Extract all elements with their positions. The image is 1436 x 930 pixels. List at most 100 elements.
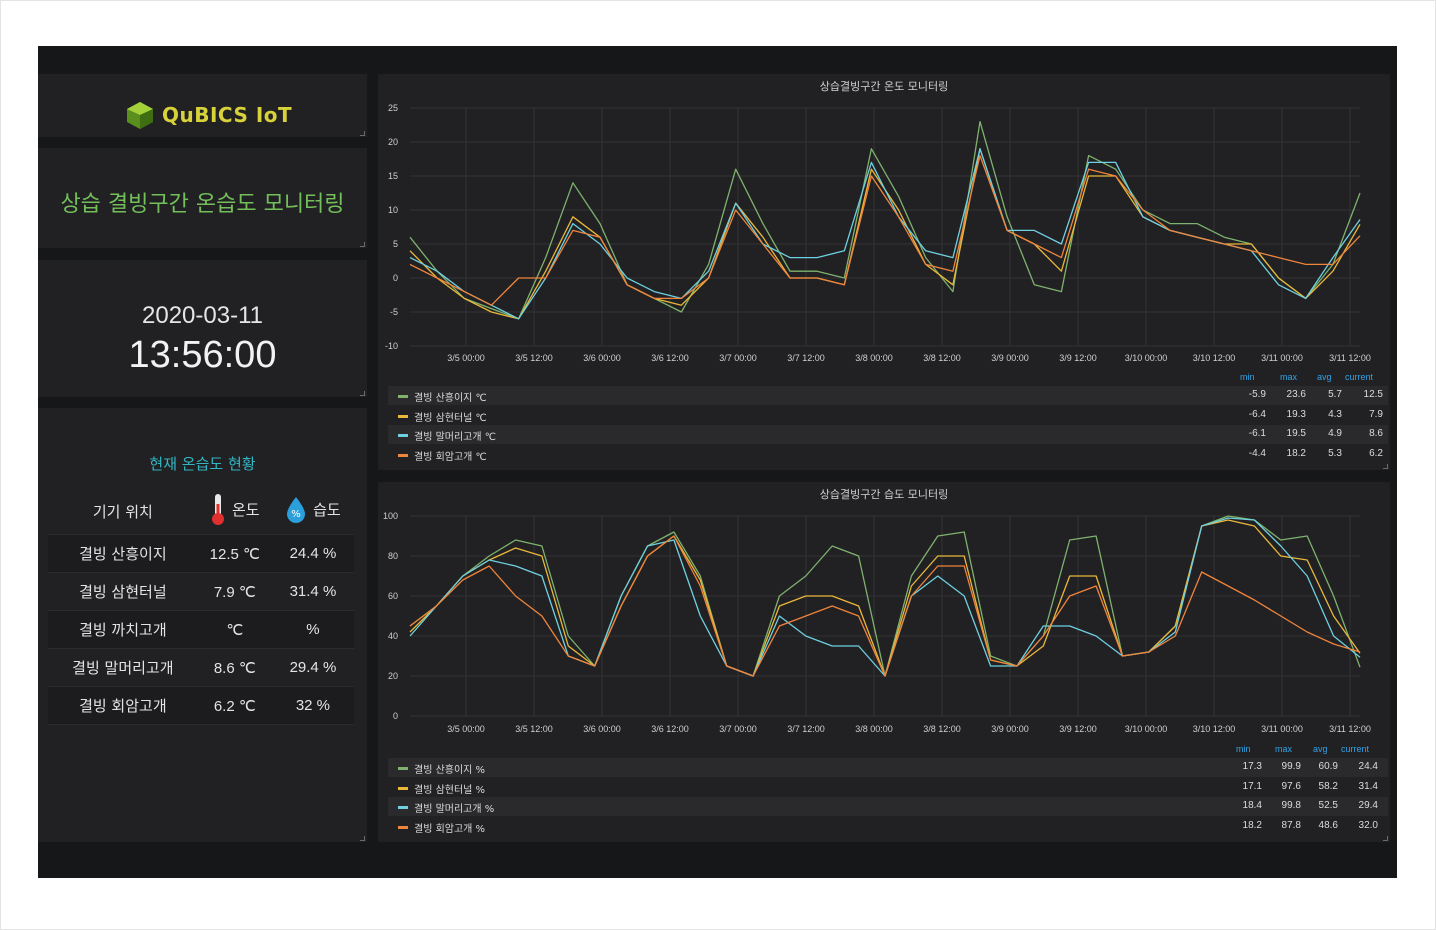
- brand-logo[interactable]: QuBICS IoT: [124, 100, 292, 130]
- legend-label[interactable]: 결빙 삼현터널 %: [414, 784, 486, 796]
- x-tick-label: 3/7 12:00: [787, 353, 825, 363]
- status-row: 결빙 회암고개 6.2 ℃ 32 %: [48, 686, 354, 725]
- y-tick-label: 0: [393, 273, 398, 283]
- legend-label[interactable]: 결빙 말머리고개 ℃: [414, 432, 496, 443]
- legend-row[interactable]: 결빙 말머리고개 % 18.4 99.8 52.5 29.4: [388, 797, 1388, 816]
- resize-handle[interactable]: [360, 242, 365, 247]
- x-tick-label: 3/7 00:00: [719, 724, 757, 734]
- y-tick-label: 0: [393, 711, 398, 721]
- header-humidity-label: 습도: [313, 500, 341, 519]
- legend-swatch[interactable]: [398, 453, 408, 457]
- x-tick-label: 3/9 12:00: [1059, 353, 1097, 363]
- cube-logo-icon: [127, 102, 153, 129]
- header-location: 기기 위치: [48, 488, 198, 535]
- legend-avg-header[interactable]: avg: [1317, 372, 1332, 382]
- y-tick-label: 20: [388, 671, 398, 681]
- brand-name: QuBICS IoT: [162, 103, 293, 127]
- x-tick-label: 3/11 00:00: [1261, 353, 1303, 363]
- legend-label[interactable]: 결빙 회암고개 ℃: [414, 451, 487, 463]
- x-tick-label: 3/9 12:00: [1059, 724, 1097, 734]
- legend-label[interactable]: 결빙 산흥이지 ℃: [414, 393, 487, 404]
- legend-min-value: 18.4: [1242, 800, 1262, 811]
- x-tick-label: 3/10 12:00: [1193, 353, 1236, 363]
- legend-max-value: 19.3: [1286, 408, 1306, 420]
- legend-swatch[interactable]: [398, 806, 408, 809]
- y-tick-label: 5: [393, 239, 398, 249]
- legend-row[interactable]: 결빙 삼현터널 % 17.1 97.6 58.2 31.4: [388, 778, 1388, 797]
- legend-current-value: 29.4: [1358, 800, 1378, 811]
- header-temp: 온도: [197, 488, 272, 535]
- x-tick-label: 3/7 12:00: [787, 724, 825, 734]
- status-humidity: %: [271, 610, 354, 649]
- legend-label[interactable]: 결빙 삼현터널 ℃: [414, 412, 487, 424]
- legend-swatch[interactable]: [398, 786, 408, 790]
- legend-current-value: 12.5: [1363, 389, 1383, 400]
- legend-min-value: -6.1: [1248, 428, 1266, 439]
- series-line: [409, 519, 1361, 677]
- y-tick-label: 25: [388, 103, 398, 113]
- legend-row[interactable]: 결빙 말머리고개 ℃ -6.1 19.5 4.9 8.6: [388, 425, 1388, 444]
- legend-max-header[interactable]: max: [1275, 744, 1293, 754]
- title-panel: 상습 결빙구간 온습도 모니터링: [38, 148, 367, 248]
- legend-row[interactable]: 결빙 회암고개 % 18.2 87.8 48.6 32.0: [388, 817, 1388, 836]
- legend-avg-value: 60.9: [1318, 761, 1338, 772]
- x-tick-label: 3/10 00:00: [1125, 724, 1168, 734]
- x-tick-label: 3/11 12:00: [1329, 724, 1371, 734]
- y-tick-label: 10: [388, 205, 398, 215]
- status-row: 결빙 말머리고개 8.6 ℃ 29.4 %: [48, 648, 354, 687]
- header-temp-label: 온도: [231, 500, 260, 519]
- resize-handle[interactable]: [1383, 464, 1388, 469]
- legend-row[interactable]: 결빙 산흥이지 ℃ -5.9 23.6 5.7 12.5: [388, 386, 1388, 405]
- water-drop-icon: %: [287, 497, 306, 523]
- status-location: 결빙 산흥이지: [48, 534, 198, 573]
- legend-label[interactable]: 결빙 말머리고개 %: [414, 804, 495, 815]
- y-tick-label: 15: [388, 171, 398, 181]
- humidity-chart-title[interactable]: 상습결빙구간 습도 모니터링: [819, 488, 949, 501]
- status-row: 결빙 삼현터널 7.9 ℃ 31.4 %: [48, 572, 354, 611]
- legend-avg-value: 48.6: [1318, 819, 1338, 831]
- legend-current-value: 8.6: [1369, 428, 1383, 439]
- temperature-chart[interactable]: 25 20 15 10 5 0 -5 -10 3/5 00:00 3/5 12:00 3/6 00:…: [378, 74, 1390, 374]
- thermometer-icon: [211, 494, 224, 525]
- legend-current-header[interactable]: current: [1341, 744, 1370, 754]
- y-tick-label: -10: [385, 341, 398, 351]
- resize-handle[interactable]: [360, 836, 365, 841]
- legend-label[interactable]: 결빙 회암고개 %: [414, 823, 486, 835]
- status-row: 결빙 산흥이지 12.5 ℃ 24.4 %: [48, 534, 354, 573]
- y-tick-label: -5: [390, 307, 398, 317]
- legend-row[interactable]: 결빙 회암고개 ℃ -4.4 18.2 5.3 6.2: [388, 445, 1388, 464]
- legend-swatch[interactable]: [398, 414, 408, 418]
- svg-text:%: %: [291, 509, 301, 520]
- humidity-chart[interactable]: 100 80 60 40 20 0 3/5 00:00 3/5 12:00 3/6 00:00 3…: [378, 482, 1390, 746]
- clock-date: 2020-03-11: [142, 302, 263, 329]
- legend-swatch[interactable]: [398, 767, 408, 770]
- legend-row[interactable]: 결빙 산흥이지 % 17.3 99.9 60.9 24.4: [388, 758, 1388, 777]
- legend-avg-header[interactable]: avg: [1313, 744, 1328, 754]
- x-tick-label: 3/6 00:00: [583, 353, 621, 363]
- legend-current-header[interactable]: current: [1345, 372, 1374, 382]
- legend-max-header[interactable]: max: [1280, 372, 1298, 382]
- legend-row[interactable]: 결빙 삼현터널 ℃ -6.4 19.3 4.3 7.9: [388, 406, 1388, 425]
- resize-handle[interactable]: [360, 391, 365, 396]
- legend-min-header[interactable]: min: [1240, 372, 1255, 382]
- x-tick-label: 3/5 12:00: [515, 724, 553, 734]
- x-tick-label: 3/11 12:00: [1329, 353, 1371, 363]
- legend-current-value: 24.4: [1358, 761, 1378, 772]
- legend-avg-value: 5.3: [1328, 447, 1342, 459]
- status-humidity: 29.4 %: [271, 648, 354, 687]
- legend-avg-value: 52.5: [1318, 800, 1338, 811]
- legend-swatch[interactable]: [398, 395, 408, 398]
- legend-max-value: 18.2: [1286, 447, 1306, 459]
- resize-handle[interactable]: [1383, 836, 1388, 841]
- legend-min-header[interactable]: min: [1236, 744, 1251, 754]
- legend-label[interactable]: 결빙 산흥이지 %: [414, 765, 486, 776]
- legend-max-value: 19.5: [1286, 428, 1306, 439]
- status-temp: 7.9 ℃: [197, 572, 272, 611]
- x-tick-label: 3/5 00:00: [447, 724, 485, 734]
- resize-handle[interactable]: [360, 131, 365, 136]
- x-tick-label: 3/9 00:00: [991, 724, 1029, 734]
- x-tick-label: 3/6 12:00: [651, 353, 689, 363]
- legend-swatch[interactable]: [398, 825, 408, 829]
- temperature-chart-title[interactable]: 상습결빙구간 온도 모니터링: [819, 80, 949, 93]
- legend-swatch[interactable]: [398, 434, 408, 437]
